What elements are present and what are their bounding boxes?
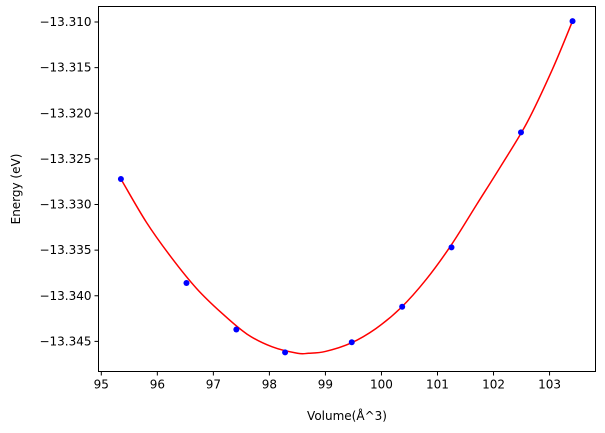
y-tick-label: −13.325 <box>39 152 91 166</box>
plot-area-frame <box>98 6 596 372</box>
y-tick-label: −13.335 <box>39 243 91 257</box>
data-point <box>282 349 289 356</box>
data-point <box>448 244 455 251</box>
x-tick-label: 99 <box>318 378 333 392</box>
fit-curve-line <box>120 20 574 355</box>
x-tick-label: 101 <box>426 378 449 392</box>
y-tick-label: −13.310 <box>39 15 91 29</box>
x-tick-label: 95 <box>94 378 109 392</box>
data-point <box>399 303 406 310</box>
y-axis-ticks: −13.345 −13.340 −13.335 −13.330 −13.325 −13.3… <box>39 15 99 348</box>
data-point <box>117 175 124 182</box>
data-point <box>183 279 190 286</box>
data-point <box>348 339 355 346</box>
data-point <box>517 129 524 136</box>
x-tick-label: 100 <box>370 378 393 392</box>
y-tick-label: −13.345 <box>39 334 91 348</box>
y-tick-label: −13.340 <box>39 289 91 303</box>
data-point <box>569 18 576 25</box>
x-axis-label: Volume(Å^3) <box>307 408 387 423</box>
fit-curve-layer <box>120 20 574 355</box>
x-tick-label: 96 <box>150 378 165 392</box>
x-tick-label: 98 <box>262 378 277 392</box>
x-axis-ticks: 95 96 97 98 99 100 101 102 103 <box>94 371 561 392</box>
x-tick-label: 103 <box>538 378 561 392</box>
y-tick-label: −13.330 <box>39 198 91 212</box>
data-point <box>233 326 240 333</box>
y-tick-label: −13.315 <box>39 61 91 75</box>
x-tick-label: 102 <box>482 378 505 392</box>
x-tick-label: 97 <box>206 378 221 392</box>
y-axis-label: Energy (eV) <box>9 154 23 225</box>
y-tick-label: −13.320 <box>39 106 91 120</box>
data-points-layer <box>117 18 576 356</box>
